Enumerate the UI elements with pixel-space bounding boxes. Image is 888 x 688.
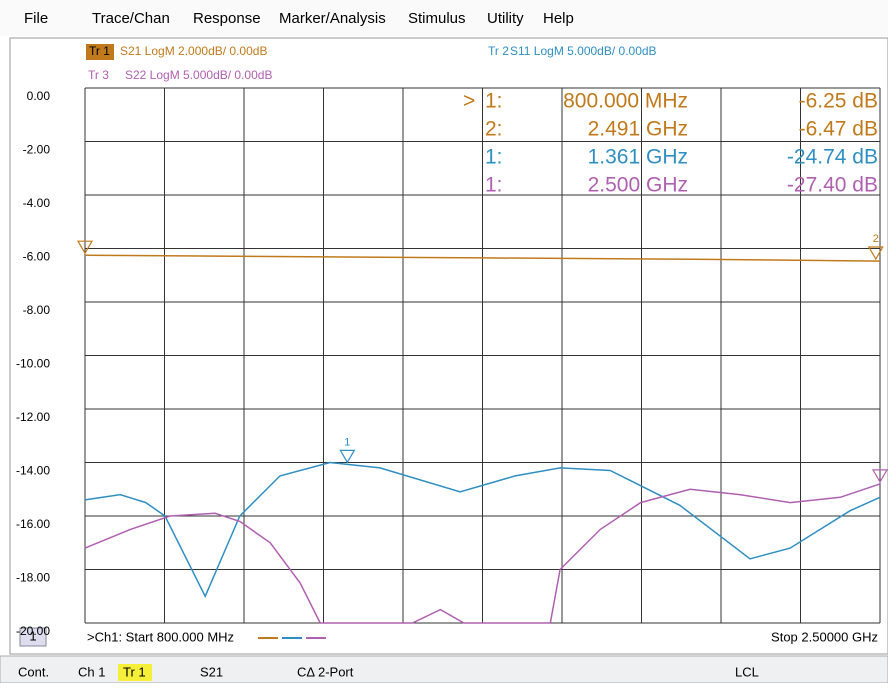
y-tick-label: -16.00 xyxy=(16,517,50,531)
y-tick-label: -4.00 xyxy=(23,196,51,210)
y-tick-label: -10.00 xyxy=(16,357,50,371)
trace-tag[interactable]: Tr 2 xyxy=(488,44,509,58)
y-tick-label: -12.00 xyxy=(16,410,50,424)
channel-number: 1 xyxy=(29,628,36,643)
menu-item[interactable]: File xyxy=(24,10,48,27)
active-trace-bg xyxy=(118,664,152,681)
menu-item[interactable]: Trace/Chan xyxy=(92,10,170,27)
marker-stimulus: 1.361 GHz xyxy=(588,146,688,169)
trace-tag[interactable]: Tr 3 xyxy=(88,68,109,82)
marker-number: 2 xyxy=(873,233,879,245)
y-tick-label: -20.00 xyxy=(16,624,50,638)
menu-item[interactable]: Help xyxy=(543,10,574,27)
marker-id: 1: xyxy=(485,90,503,113)
y-tick-label: -8.00 xyxy=(23,303,51,317)
status-item[interactable]: S21 xyxy=(200,664,223,679)
trace-header: S22 LogM 5.000dB/ 0.00dB xyxy=(125,68,272,82)
marker-response: -6.25 dB xyxy=(799,90,878,113)
status-item[interactable]: Ch 1 xyxy=(78,664,105,679)
marker-number: 1 xyxy=(344,436,350,448)
marker-triangle xyxy=(339,449,356,464)
y-tick-label: -14.00 xyxy=(16,464,50,478)
marker-active: > xyxy=(463,90,475,113)
marker-triangle xyxy=(867,246,884,261)
marker-stimulus: 2.491 GHz xyxy=(588,118,688,141)
marker-id: 2: xyxy=(485,118,503,141)
marker-stimulus: 800.000 MHz xyxy=(563,90,688,113)
trace-line xyxy=(84,254,881,262)
status-item[interactable]: CΔ 2-Port xyxy=(297,664,354,679)
start-freq: >Ch1: Start 800.000 MHz xyxy=(87,629,234,644)
y-tick-label: -2.00 xyxy=(23,143,51,157)
marker-stimulus: 2.500 GHz xyxy=(588,174,688,197)
stop-freq: Stop 2.50000 GHz xyxy=(771,629,878,644)
marker-response: -24.74 dB xyxy=(787,146,878,169)
marker-triangle xyxy=(871,469,888,484)
trace-line xyxy=(84,483,881,624)
menu-item[interactable]: Response xyxy=(193,10,261,27)
marker-id: 1: xyxy=(485,146,503,169)
y-tick-label: -18.00 xyxy=(16,571,50,585)
trace-line xyxy=(84,461,881,599)
y-tick-label: -6.00 xyxy=(23,250,51,264)
menu-item[interactable]: Utility xyxy=(487,10,524,27)
trace-header: S21 LogM 2.000dB/ 0.00dB xyxy=(120,44,267,58)
status-item[interactable]: Tr 1 xyxy=(123,664,146,679)
tr1-tag-bg xyxy=(86,44,114,60)
marker-triangle xyxy=(76,240,94,255)
menu-item[interactable]: Stimulus xyxy=(408,10,466,27)
chart-panel xyxy=(9,37,888,655)
marker-response: -6.47 dB xyxy=(799,118,878,141)
menu-bar xyxy=(0,0,888,36)
channel-box xyxy=(19,627,47,647)
status-item[interactable]: LCL xyxy=(735,664,759,679)
menu-item[interactable]: Marker/Analysis xyxy=(279,10,386,27)
trace-tag[interactable]: Tr 1 xyxy=(89,44,110,58)
marker-id: 1: xyxy=(485,174,503,197)
trace-header: S11 LogM 5.000dB/ 0.00dB xyxy=(510,44,657,58)
marker-response: -27.40 dB xyxy=(787,174,878,197)
status-item[interactable]: Cont. xyxy=(18,664,49,679)
y-tick-label: 0.00 xyxy=(27,89,51,103)
